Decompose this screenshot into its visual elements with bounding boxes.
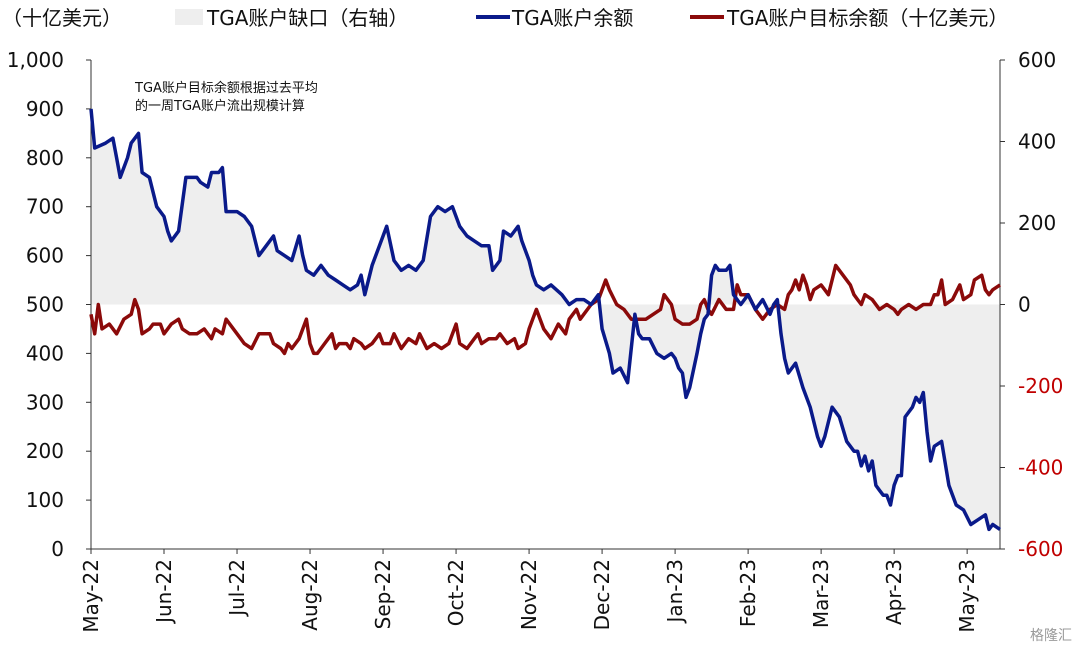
left-tick-label: 100 — [26, 488, 64, 512]
line-series — [89, 108, 1001, 532]
left-tick-label: 200 — [26, 439, 64, 463]
left-tick-label: 1,000 — [7, 48, 64, 72]
target-balance-line — [89, 263, 1001, 356]
right-tick-label: -400 — [1018, 456, 1063, 480]
x-tick-label: May-22 — [79, 559, 103, 633]
x-tick-label: Jan-23 — [663, 559, 687, 625]
legend-label-balance: TGA账户余额 — [511, 6, 633, 30]
left-tick-label: 500 — [26, 293, 64, 317]
left-tick-label: 300 — [26, 390, 64, 414]
left-axis-unit: （十亿美元） — [2, 6, 122, 30]
x-tick-label: Aug-22 — [298, 559, 322, 631]
x-tick-label: Nov-22 — [517, 559, 541, 630]
right-tick-label: 200 — [1018, 211, 1056, 235]
x-tick-label: May-23 — [955, 559, 979, 633]
watermark: 格隆汇 — [1030, 628, 1072, 644]
right-tick-label: 400 — [1018, 130, 1056, 154]
right-tick-label: -200 — [1018, 374, 1063, 398]
x-tick-label: Apr-23 — [882, 559, 906, 625]
gap-area-series — [91, 108, 1000, 530]
gap-area — [91, 108, 1000, 530]
left-tick-label: 800 — [26, 146, 64, 170]
right-tick-label: 600 — [1018, 48, 1056, 72]
left-tick-label: 400 — [26, 341, 64, 365]
legend-label-gap: TGA账户缺口（右轴） — [206, 6, 408, 30]
x-tick-label: Dec-22 — [590, 559, 614, 630]
right-tick-label: 0 — [1018, 293, 1031, 317]
balance-line — [89, 108, 1001, 532]
right-tick-label: -600 — [1018, 537, 1063, 561]
x-tick-label: Oct-22 — [444, 559, 468, 626]
tick-labels: 0 100 200 300 400 500 600 700 800 900 1,000 -600 -40… — [7, 48, 1064, 633]
annotation-line-2: 的一周TGA账户流出规模计算 — [135, 98, 305, 114]
x-tick-label: Sep-22 — [371, 559, 395, 629]
x-tick-label: Feb-23 — [736, 559, 760, 627]
left-tick-label: 900 — [26, 97, 64, 121]
x-tick-label: Jun-22 — [152, 559, 176, 625]
legend-label-target: TGA账户目标余额（十亿美元） — [726, 6, 1008, 30]
x-tick-label: Jul-22 — [225, 559, 249, 618]
x-tick-label: Mar-23 — [809, 559, 833, 628]
annotation-line-1: TGA账户目标余额根据过去平均 — [134, 80, 318, 96]
left-tick-label: 0 — [51, 537, 64, 561]
axes — [86, 59, 1005, 554]
legend-swatch-gap — [175, 9, 203, 25]
left-tick-label: 600 — [26, 244, 64, 268]
left-tick-label: 700 — [26, 195, 64, 219]
